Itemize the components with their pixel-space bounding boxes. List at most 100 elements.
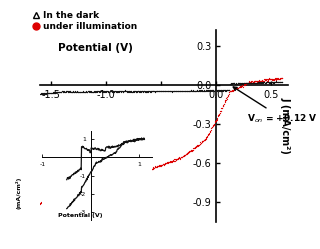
- Point: [92, 90, 98, 94]
- Point: [120, 90, 125, 94]
- Point: [50, 91, 55, 95]
- Point: [41, 92, 46, 96]
- Point: [95, 90, 100, 94]
- Point: [158, 89, 163, 93]
- Point: [143, 90, 148, 94]
- Point: [239, 81, 244, 85]
- Point: [243, 83, 248, 87]
- Point: [279, 76, 284, 80]
- Point: [229, 89, 234, 93]
- Point: [245, 81, 251, 85]
- Point: [118, 90, 123, 94]
- Point: [135, 90, 140, 94]
- Point: [248, 80, 253, 84]
- Point: [151, 166, 156, 170]
- Point: [277, 77, 282, 81]
- Point: [93, 183, 99, 187]
- Point: [112, 89, 117, 93]
- Point: [110, 89, 115, 93]
- Point: [255, 79, 260, 83]
- Point: [75, 90, 80, 94]
- Point: [180, 89, 185, 93]
- Point: [103, 90, 108, 94]
- Point: [251, 81, 256, 85]
- Point: [261, 80, 266, 84]
- Point: [167, 160, 172, 164]
- Point: [93, 184, 98, 188]
- Point: [59, 90, 64, 94]
- Point: [169, 89, 174, 93]
- Point: [139, 90, 144, 94]
- Point: [59, 195, 64, 199]
- Point: [138, 171, 143, 175]
- Point: [71, 192, 76, 196]
- Point: [124, 89, 129, 93]
- Point: [237, 81, 242, 85]
- Point: [84, 187, 89, 191]
- Point: [113, 178, 118, 182]
- Point: [168, 160, 173, 164]
- Point: [141, 89, 147, 93]
- Point: [202, 89, 207, 93]
- Point: [50, 91, 55, 95]
- Point: [124, 89, 129, 93]
- Point: [105, 179, 110, 183]
- Point: [257, 79, 262, 83]
- Point: [207, 88, 212, 92]
- Point: [176, 156, 181, 160]
- Point: [218, 89, 223, 93]
- Point: [140, 89, 145, 93]
- Point: [187, 150, 192, 154]
- Point: [44, 91, 49, 95]
- Point: [86, 89, 91, 93]
- Point: [111, 90, 116, 94]
- Point: [132, 172, 137, 176]
- Point: [106, 90, 111, 94]
- Point: [262, 78, 267, 82]
- Point: [233, 87, 238, 91]
- Point: [250, 80, 255, 84]
- Point: [280, 80, 285, 84]
- Point: [190, 89, 195, 93]
- Point: [112, 178, 117, 182]
- Point: [116, 90, 121, 94]
- Point: [74, 191, 79, 195]
- Point: [251, 81, 256, 85]
- Point: [159, 89, 164, 93]
- Point: [204, 89, 209, 93]
- Point: [203, 137, 208, 141]
- Point: [119, 89, 124, 93]
- Point: [78, 90, 84, 94]
- Point: [187, 89, 192, 93]
- Point: [155, 164, 160, 168]
- Point: [228, 89, 233, 93]
- Point: [269, 80, 274, 84]
- Point: [171, 89, 176, 93]
- Point: [128, 89, 133, 93]
- Point: [156, 164, 161, 168]
- Point: [187, 150, 192, 154]
- Point: [192, 89, 197, 93]
- Point: [207, 88, 212, 92]
- Point: [262, 78, 268, 82]
- Point: [159, 163, 164, 167]
- Point: [251, 80, 256, 84]
- Point: [201, 88, 206, 92]
- Point: [273, 76, 278, 80]
- Point: [198, 89, 203, 93]
- Point: [258, 79, 263, 83]
- Point: [260, 80, 265, 84]
- Point: [175, 157, 180, 161]
- Point: [42, 200, 47, 204]
- Point: [157, 164, 162, 168]
- Point: [240, 83, 245, 87]
- Point: [236, 81, 241, 85]
- Point: [275, 80, 280, 84]
- Point: [190, 148, 195, 152]
- Point: [225, 94, 230, 98]
- Point: [145, 169, 150, 173]
- Point: [194, 144, 199, 148]
- Point: [274, 79, 279, 83]
- Point: [260, 79, 265, 83]
- Point: [149, 89, 154, 93]
